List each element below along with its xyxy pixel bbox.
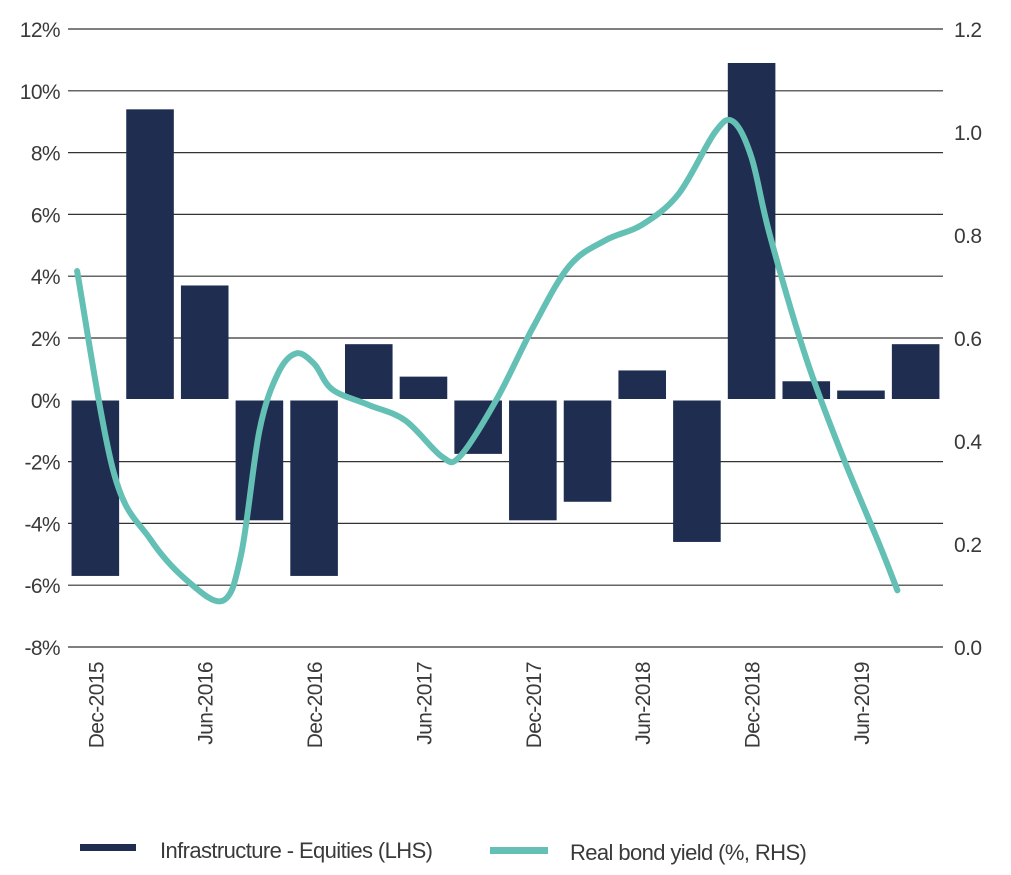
- x-tick-label: Dec-2015: [85, 662, 108, 748]
- left-tick-label: -4%: [24, 513, 60, 536]
- left-tick-label: 6%: [31, 204, 60, 227]
- bar-Dec-2016: [290, 399, 338, 576]
- line-series: [74, 116, 901, 605]
- bar-Sep-2019: [891, 344, 940, 400]
- left-tick-label: -6%: [24, 575, 60, 598]
- left-tick-label: 0%: [31, 390, 60, 413]
- bar-Jun-2019: [837, 390, 885, 400]
- right-axis-ticks: 0.0 0.2 0.4 0.6 0.8 1.0 1.2: [954, 19, 983, 660]
- left-tick-label: 2%: [31, 328, 60, 351]
- x-axis-ticks: Dec-2015 Jun-2016 Dec-2016 Jun-2017 Dec-2017…: [85, 662, 874, 748]
- legend: Infrastructure - Equities (LHS) Real bon…: [80, 838, 807, 865]
- x-tick-label: Jun-2019: [851, 662, 874, 745]
- bar-Mar-2016: [126, 109, 174, 400]
- x-tick-label: Jun-2018: [632, 662, 655, 745]
- legend-label-bars: Infrastructure - Equities (LHS): [160, 838, 432, 863]
- left-axis-ticks: -8% -6% -4% -2% 0% 2% 4% 6% 8% 10% 12%: [20, 19, 61, 660]
- x-tick-label: Jun-2017: [413, 662, 436, 745]
- bar-Mar-2017: [344, 344, 393, 400]
- x-tick-label: Dec-2018: [742, 662, 765, 748]
- x-tick-label: Dec-2016: [304, 662, 327, 748]
- left-tick-label: -8%: [24, 637, 60, 660]
- bar-series: [71, 62, 940, 576]
- left-tick-label: -2%: [24, 452, 60, 475]
- legend-swatch-line: [490, 847, 548, 854]
- bar-Sep-2018: [673, 399, 721, 542]
- right-tick-label: 0.0: [954, 637, 981, 660]
- left-tick-label: 10%: [20, 81, 60, 104]
- right-tick-label: 0.6: [954, 328, 981, 351]
- left-tick-label: 12%: [20, 19, 60, 42]
- bar-Mar-2018: [563, 399, 612, 502]
- left-tick-label: 4%: [31, 266, 60, 289]
- right-tick-label: 0.4: [954, 431, 982, 454]
- right-tick-label: 1.2: [954, 19, 981, 42]
- x-tick-label: Dec-2017: [523, 662, 546, 748]
- bar-Jun-2018: [618, 370, 667, 400]
- bar-Dec-2017: [509, 399, 557, 521]
- right-tick-label: 1.0: [954, 122, 981, 145]
- x-tick-label: Jun-2016: [195, 662, 218, 745]
- right-tick-label: 0.8: [954, 225, 981, 248]
- legend-swatch-bars: [80, 844, 136, 851]
- bar-Jun-2016: [180, 285, 229, 400]
- real-bond-yield-line: [74, 116, 901, 605]
- right-tick-label: 0.2: [954, 534, 981, 557]
- left-tick-label: 8%: [31, 143, 60, 166]
- bar-Jun-2017: [399, 376, 448, 400]
- legend-label-line: Real bond yield (%, RHS): [570, 840, 806, 865]
- bar-Dec-2015: [71, 399, 120, 576]
